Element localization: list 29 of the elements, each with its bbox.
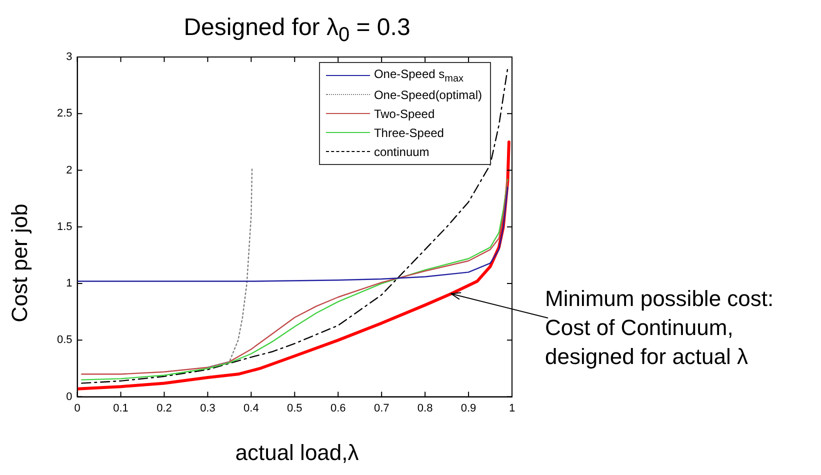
legend-label: Two-Speed	[374, 106, 435, 120]
y-tick-label: 0.5	[56, 334, 72, 346]
x-tick-label: 0.8	[417, 402, 433, 414]
y-tick-label: 1.5	[56, 220, 72, 233]
y-tick-label: 3	[66, 51, 72, 64]
y-tick-label: 2	[66, 164, 72, 176]
y-axis-title: Cost per job	[7, 202, 33, 324]
x-tick-label: 0	[74, 402, 80, 414]
legend-label: One-Speed s$_{max}$	[374, 66, 464, 84]
x-tick-label: 0.9	[460, 402, 476, 414]
legend-label: Three-Speed	[374, 126, 444, 140]
line-series	[207, 167, 253, 368]
x-tick-label: 0.1	[113, 402, 128, 414]
y-tick-label: 0	[66, 390, 72, 403]
chart-title: Designed for λ$_{0}$ = 0.3	[182, 14, 412, 47]
y-tick-label: 2.5	[56, 108, 72, 120]
x-tick-label: 1	[508, 402, 516, 414]
x-tick-label: 0.5	[286, 402, 302, 414]
x-axis-title: actual load,λ	[234, 440, 360, 466]
legend-label: One-Speed(optimal)	[374, 88, 482, 102]
legend-label: continuum	[374, 144, 430, 158]
y-tick-label: 1	[66, 278, 72, 290]
x-tick-label: 0.6	[330, 402, 346, 414]
x-tick-label: 0.4	[244, 402, 259, 414]
x-tick-label: 0.3	[200, 402, 216, 414]
x-tick-label: 0.2	[156, 402, 172, 414]
line-series	[81, 68, 508, 384]
x-tick-label: 0.7	[374, 402, 390, 414]
annotation: Minimum possible cost: Cost of Continuum, designed for actual λ	[545, 285, 774, 371]
